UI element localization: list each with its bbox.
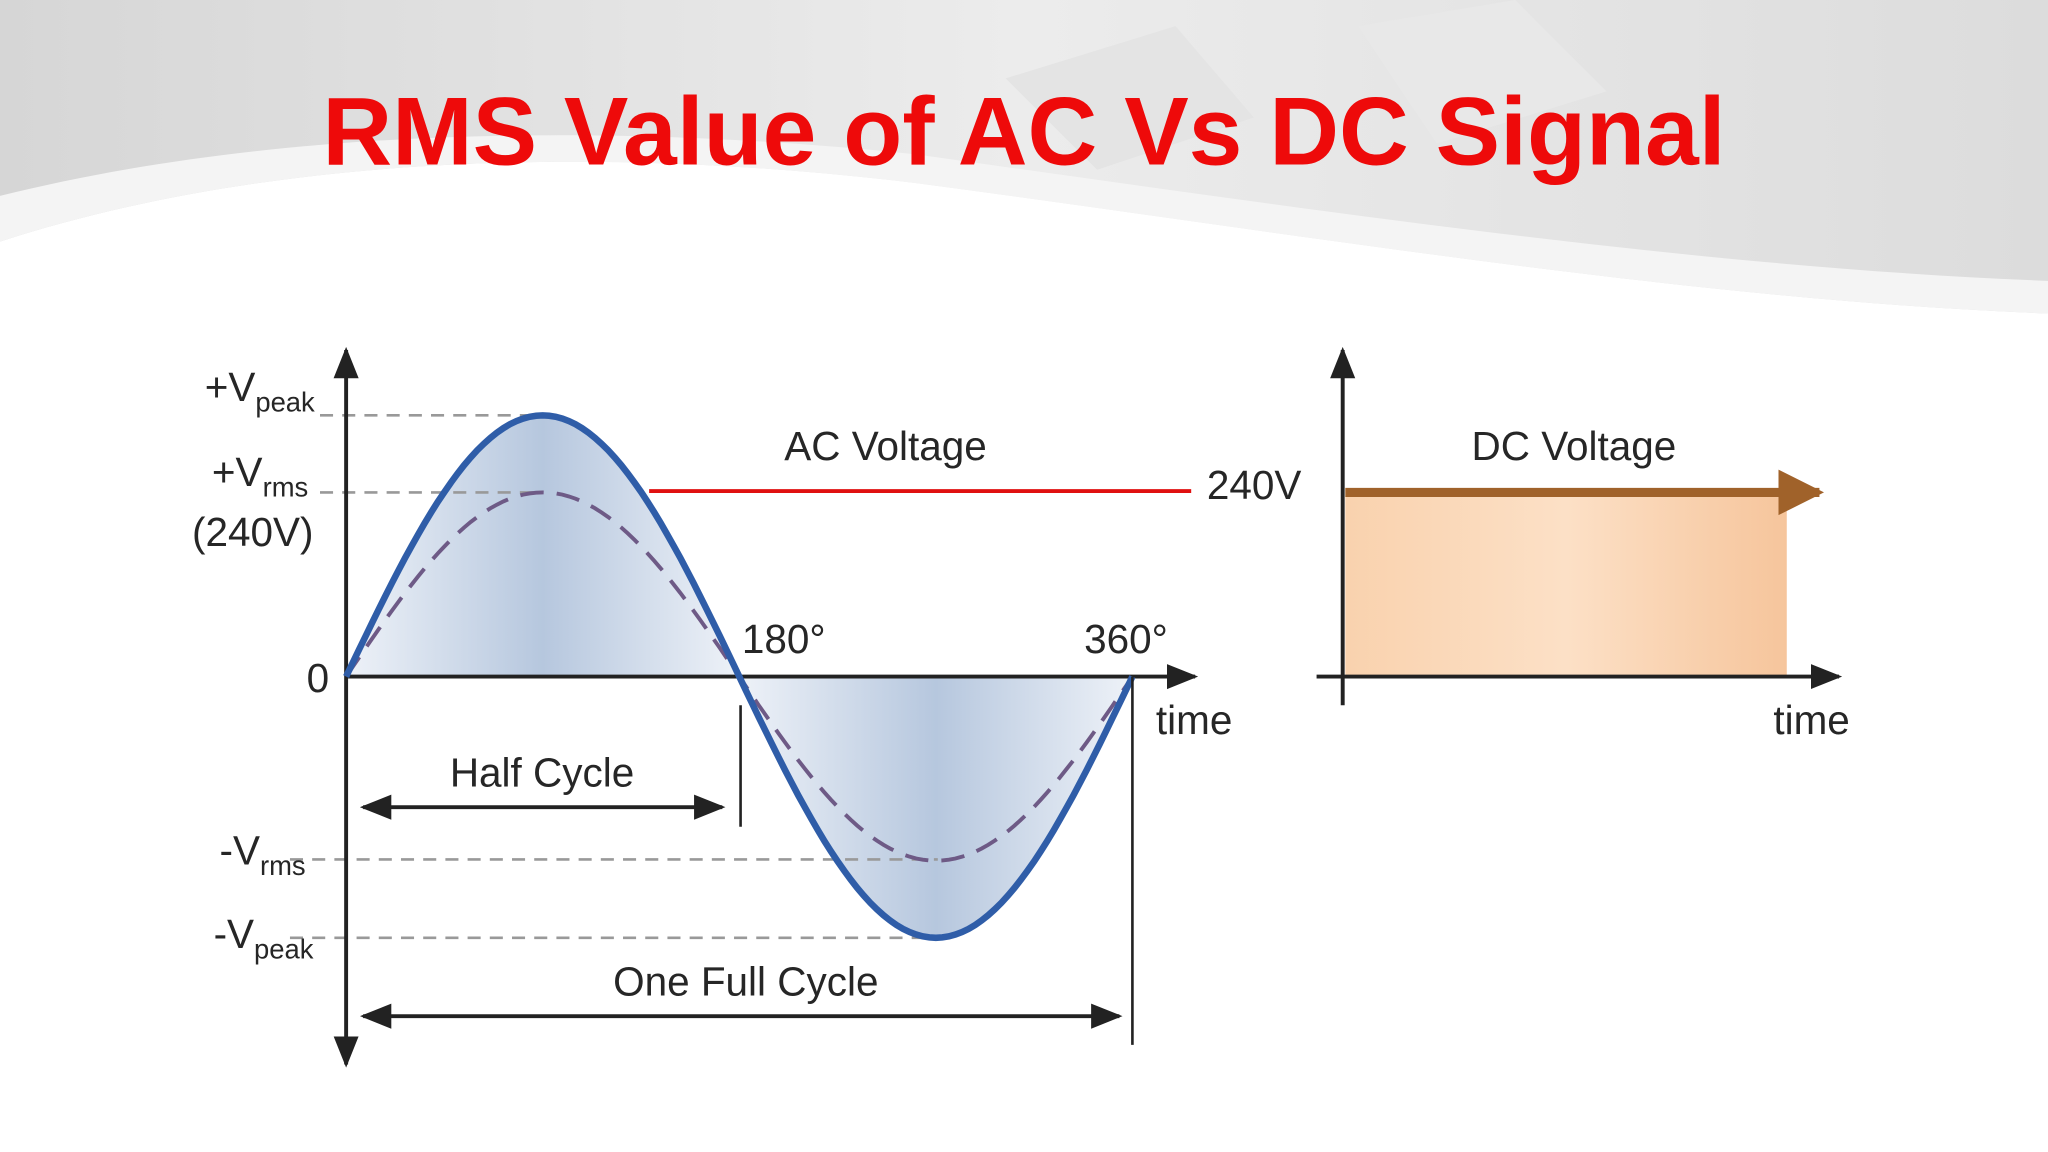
label-main: +V bbox=[212, 449, 263, 495]
background-shape bbox=[1005, 26, 1254, 170]
background-swoosh-highlight bbox=[0, 135, 2048, 314]
angle-label: 180° bbox=[742, 616, 826, 662]
positive-half-fill bbox=[346, 415, 740, 677]
dc-diagram: DC Voltage time bbox=[1316, 346, 1850, 743]
neg-rms-label: -Vrms bbox=[219, 828, 305, 881]
full-cycle-label: One Full Cycle bbox=[613, 958, 878, 1004]
sine-wave bbox=[343, 412, 1136, 942]
label-main: +V bbox=[205, 364, 256, 410]
negative-half-fill bbox=[739, 676, 1133, 938]
x-axis-label: time bbox=[1773, 697, 1849, 743]
angle-label: 360° bbox=[1084, 616, 1168, 662]
peak-label: +Vpeak bbox=[205, 364, 315, 417]
dc-area bbox=[1345, 496, 1787, 677]
ac-title: AC Voltage bbox=[784, 423, 986, 469]
slide-title: RMS Value of AC Vs DC Signal bbox=[322, 79, 1725, 186]
label-sub: peak bbox=[255, 386, 315, 417]
label-sub: rms bbox=[263, 471, 309, 502]
dc-title: DC Voltage bbox=[1472, 423, 1677, 469]
rms-value-label: (240V) bbox=[192, 509, 313, 555]
label-main: -V bbox=[214, 911, 254, 957]
label-main: -V bbox=[219, 828, 259, 874]
x-axis-label: time bbox=[1156, 697, 1232, 743]
zero-label: 0 bbox=[307, 655, 330, 701]
label-sub: peak bbox=[254, 934, 314, 965]
background-shape bbox=[1358, 0, 1607, 144]
level-label: 240V bbox=[1207, 462, 1302, 508]
ac-diagram: +Vpeak +Vrms (240V) 0 -Vrms -Vpeak AC Vo… bbox=[192, 346, 1302, 1068]
half-cycle-label: Half Cycle bbox=[450, 749, 634, 795]
guide-lines bbox=[289, 414, 938, 940]
rms-label: +Vrms bbox=[212, 449, 308, 502]
neg-peak-label: -Vpeak bbox=[214, 911, 314, 964]
label-sub: rms bbox=[260, 850, 306, 881]
